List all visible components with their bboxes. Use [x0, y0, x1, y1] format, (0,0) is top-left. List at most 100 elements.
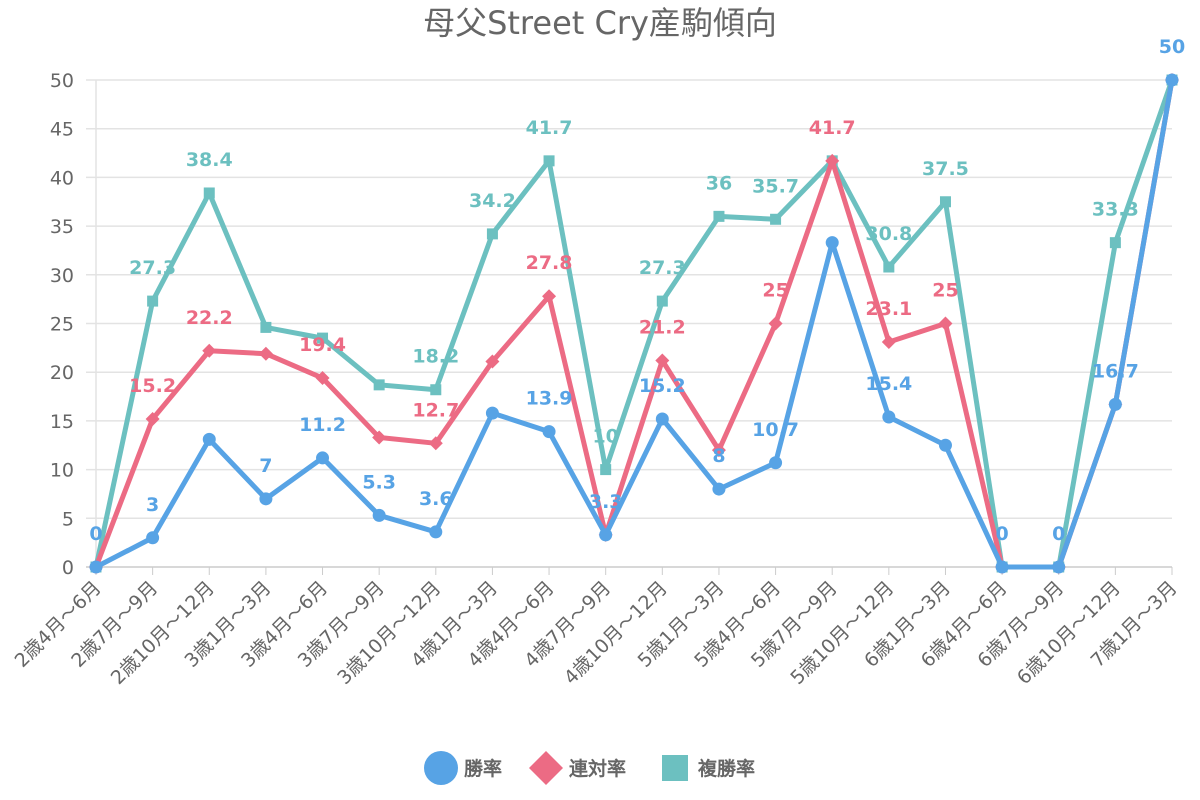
point-marker	[1108, 397, 1122, 411]
data-label: 0	[995, 523, 1008, 545]
legend-label: 複勝率	[697, 757, 755, 780]
point-marker	[428, 436, 443, 451]
legend-item[interactable]: 連対率	[529, 751, 626, 785]
point-marker	[1109, 237, 1121, 249]
x-axis: 2歳4月～6月2歳7月～9月2歳10月～12月3歳1月～3月3歳4月～6月3歳7…	[11, 567, 1182, 689]
x-tick-label: 6歳10月～12月	[1013, 577, 1125, 689]
y-tick-label: 5	[62, 508, 74, 530]
point-marker	[202, 432, 216, 446]
chart-title: 母父Street Cry産駒傾向	[423, 4, 777, 42]
point-marker	[259, 492, 273, 506]
point-marker	[542, 425, 556, 439]
point-marker	[995, 560, 1009, 574]
data-label: 13.9	[526, 388, 573, 410]
data-label: 0	[89, 523, 102, 545]
point-marker	[430, 384, 442, 396]
data-labels: 27.3 38.4 18.2 34.2 41.7 10 27.3 36 35.7 30.8 37.5…	[89, 36, 1185, 545]
y-tick-label: 15	[50, 411, 74, 433]
data-label: 7	[259, 455, 272, 477]
y-tick-label: 50	[50, 70, 74, 92]
point-marker	[429, 525, 443, 539]
data-label: 10.7	[752, 419, 799, 441]
data-label: 41.7	[526, 117, 573, 139]
point-marker	[260, 321, 272, 333]
data-label: 5.3	[362, 471, 396, 493]
legend-circle-icon	[424, 751, 458, 785]
legend-item[interactable]: 複勝率	[662, 755, 755, 781]
data-label: 36	[706, 172, 732, 194]
data-label: 3.3	[589, 491, 623, 513]
point-marker	[600, 464, 612, 476]
x-tick-label: 3歳10月～12月	[333, 577, 445, 689]
data-label: 30.8	[865, 223, 912, 245]
point-marker	[770, 213, 782, 225]
y-tick-label: 40	[50, 167, 74, 189]
y-tick-label: 20	[50, 362, 74, 384]
data-label: 15.2	[639, 375, 686, 397]
data-label: 35.7	[752, 175, 799, 197]
point-marker	[543, 155, 555, 167]
data-label: 22.2	[186, 307, 233, 329]
x-tick-label: 4歳10月～12月	[560, 577, 672, 689]
point-marker	[825, 236, 839, 250]
y-axis: 0 5 10 15 20 25 30 35 40 45 50	[50, 70, 74, 579]
data-label: 27.3	[639, 257, 686, 279]
data-label: 15.4	[865, 373, 912, 395]
point-marker	[258, 346, 273, 361]
x-tick-label: 2歳10月～12月	[107, 577, 219, 689]
data-label: 41.7	[809, 117, 856, 139]
data-label: 3.6	[419, 488, 453, 510]
series-line	[93, 79, 1175, 570]
x-tick-label: 5歳10月～12月	[786, 577, 898, 689]
legend-label: 勝率	[464, 757, 502, 780]
point-marker	[202, 343, 217, 358]
legend-square-icon	[662, 755, 688, 781]
point-marker	[599, 528, 613, 542]
point-marker	[1052, 560, 1066, 574]
data-label: 10	[592, 426, 618, 448]
point-marker	[486, 228, 498, 240]
point-marker	[881, 335, 896, 350]
data-label: 18.2	[412, 346, 459, 368]
data-label: 37.5	[922, 158, 969, 180]
point-marker	[316, 451, 330, 465]
point-marker	[317, 332, 329, 344]
data-label: 21.2	[639, 317, 686, 339]
y-tick-label: 25	[50, 314, 74, 336]
data-label: 8	[712, 445, 725, 467]
series-group	[89, 73, 1179, 574]
data-label: 23.1	[865, 298, 912, 320]
legend-diamond-icon	[529, 751, 563, 785]
point-marker	[147, 295, 159, 307]
point-marker	[711, 443, 726, 458]
point-marker	[146, 531, 160, 545]
point-marker	[938, 438, 952, 452]
series-line	[93, 79, 1175, 570]
legend-item[interactable]: 勝率	[424, 751, 502, 785]
data-label: 27.8	[526, 252, 573, 274]
point-marker	[712, 482, 726, 496]
data-label: 27.3	[129, 257, 176, 279]
point-marker	[655, 412, 669, 426]
y-tick-label: 0	[62, 557, 74, 579]
y-tick-label: 30	[50, 265, 74, 287]
point-marker	[315, 371, 330, 386]
y-tick-label: 45	[50, 119, 74, 141]
data-label: 19.4	[299, 334, 346, 356]
legend-label: 連対率	[569, 757, 626, 780]
data-label: 0	[1052, 523, 1065, 545]
data-label: 16.7	[1092, 360, 1139, 382]
point-marker	[713, 210, 725, 222]
legend[interactable]: 勝率 連対率 複勝率	[424, 751, 755, 785]
y-tick-label: 35	[50, 216, 74, 238]
data-label: 15.2	[129, 375, 176, 397]
point-marker	[145, 411, 160, 426]
point-marker	[203, 187, 215, 199]
point-marker	[542, 289, 557, 304]
y-tick-label: 10	[50, 460, 74, 482]
point-marker	[373, 379, 385, 391]
data-label: 12.7	[412, 399, 459, 421]
data-label: 25	[932, 280, 958, 302]
series-diamond	[89, 73, 1179, 574]
